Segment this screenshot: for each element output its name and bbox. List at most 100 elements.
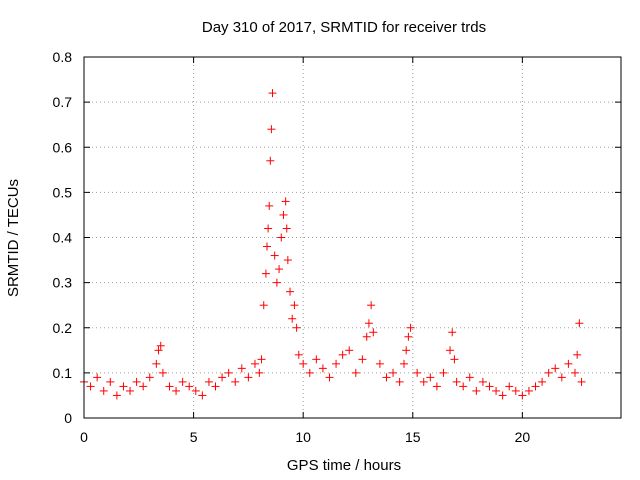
data-point <box>575 319 584 328</box>
data-point <box>577 377 586 386</box>
data-point <box>279 210 288 219</box>
data-point <box>413 368 422 377</box>
data-point <box>557 373 566 382</box>
data-point <box>564 359 573 368</box>
data-point <box>126 386 135 395</box>
x-tick-label: 5 <box>190 429 198 445</box>
data-point <box>312 355 321 364</box>
y-tick-label: 0.8 <box>53 49 73 65</box>
data-point <box>325 373 334 382</box>
data-point <box>544 368 553 377</box>
data-point <box>204 377 213 386</box>
data-point <box>250 359 259 368</box>
data-point <box>448 328 457 337</box>
data-point <box>551 364 560 373</box>
axis-ticks: 0 0.1 0.2 0.3 0.4 0.5 0.6 0.7 0.8 0 5 10 15 20 <box>53 49 621 445</box>
data-point <box>531 382 540 391</box>
data-point <box>257 355 266 364</box>
data-point <box>446 346 455 355</box>
x-axis-label: GPS time / hours <box>287 457 401 474</box>
data-point <box>266 156 275 165</box>
data-point <box>364 319 373 328</box>
data-point <box>362 332 371 341</box>
data-point <box>318 364 327 373</box>
data-point <box>389 368 398 377</box>
data-point <box>272 278 281 287</box>
x-tick-label: 0 <box>80 429 88 445</box>
data-point <box>283 256 292 265</box>
data-point <box>93 373 102 382</box>
data-point <box>492 386 501 395</box>
data-points <box>80 89 586 400</box>
data-point <box>375 359 384 368</box>
data-point <box>264 224 273 233</box>
x-tick-label: 20 <box>515 429 531 445</box>
data-point <box>275 265 284 274</box>
x-tick-label: 10 <box>295 429 311 445</box>
data-point <box>286 287 295 296</box>
y-tick-label: 0.7 <box>53 94 73 110</box>
data-point <box>367 301 376 310</box>
data-point <box>224 368 233 377</box>
data-point <box>305 368 314 377</box>
data-point <box>277 233 286 242</box>
data-point <box>292 323 301 332</box>
data-point <box>261 269 270 278</box>
data-point <box>154 346 163 355</box>
data-point <box>270 251 279 260</box>
data-point <box>524 386 533 395</box>
data-point <box>518 391 527 400</box>
data-point <box>86 382 95 391</box>
data-point <box>191 386 200 395</box>
data-point <box>426 373 435 382</box>
y-tick-label: 0.5 <box>53 184 73 200</box>
y-tick-label: 0.2 <box>53 320 73 336</box>
data-point <box>106 377 115 386</box>
y-tick-label: 0.4 <box>53 230 73 246</box>
y-tick-label: 0.6 <box>53 139 73 155</box>
data-point <box>145 373 154 382</box>
data-point <box>198 391 207 400</box>
data-point <box>268 89 277 98</box>
data-point <box>404 332 413 341</box>
chart-title: Day 310 of 2017, SRMTID for receiver trd… <box>202 19 486 36</box>
data-point <box>218 373 227 382</box>
data-point <box>538 377 547 386</box>
data-point <box>282 224 291 233</box>
data-point <box>132 377 141 386</box>
data-point <box>288 314 297 323</box>
x-tick-label: 15 <box>405 429 421 445</box>
data-point <box>439 368 448 377</box>
y-tick-label: 0.1 <box>53 365 73 381</box>
data-point <box>419 377 428 386</box>
data-point <box>231 377 240 386</box>
data-point <box>178 377 187 386</box>
data-point <box>472 386 481 395</box>
data-point <box>165 382 174 391</box>
data-point <box>332 359 341 368</box>
data-point <box>244 373 253 382</box>
data-point <box>112 391 121 400</box>
data-point <box>478 377 487 386</box>
data-point <box>570 368 579 377</box>
y-tick-label: 0 <box>64 410 72 426</box>
data-point <box>152 359 161 368</box>
data-point <box>406 323 415 332</box>
data-point <box>185 382 194 391</box>
data-point <box>172 386 181 395</box>
data-point <box>358 355 367 364</box>
data-point <box>485 382 494 391</box>
data-point <box>351 368 360 377</box>
data-point <box>255 368 264 377</box>
data-point <box>452 377 461 386</box>
data-point <box>511 386 520 395</box>
data-point <box>237 364 246 373</box>
data-point <box>211 382 220 391</box>
data-point <box>395 377 404 386</box>
data-point <box>259 301 268 310</box>
data-point <box>459 382 468 391</box>
data-point <box>290 301 299 310</box>
data-point <box>382 373 391 382</box>
